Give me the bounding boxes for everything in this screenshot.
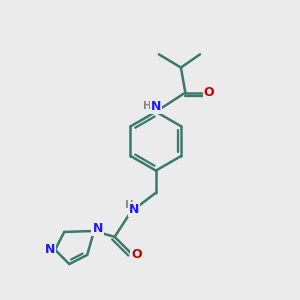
Text: N: N — [92, 222, 103, 235]
Text: O: O — [204, 86, 214, 99]
Text: N: N — [45, 243, 55, 256]
Text: H: H — [125, 200, 134, 210]
Text: O: O — [131, 248, 142, 261]
Text: N: N — [129, 203, 139, 216]
Text: H: H — [143, 101, 152, 111]
Text: N: N — [151, 100, 161, 113]
